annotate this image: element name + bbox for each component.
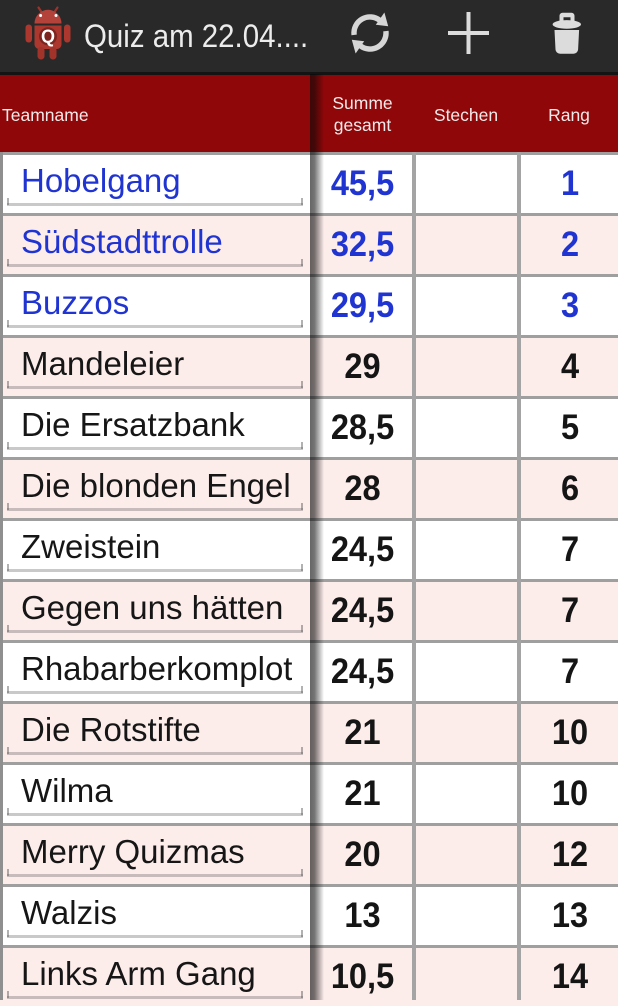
svg-text:Q: Q — [41, 27, 55, 47]
